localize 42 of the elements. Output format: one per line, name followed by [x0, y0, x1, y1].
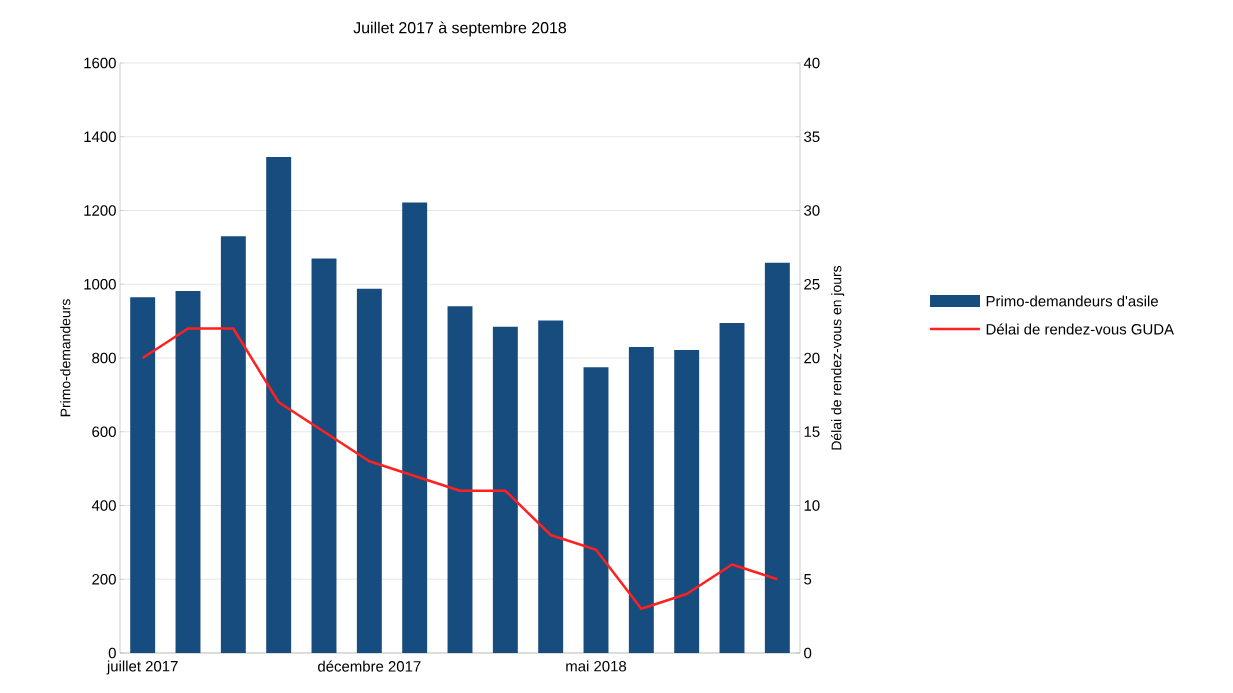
- y-tick-label: 200: [92, 573, 116, 585]
- y-axis-title: Primo-demandeurs: [60, 299, 71, 417]
- y-tick-label: 600: [92, 426, 116, 438]
- bar: [266, 157, 292, 653]
- bar: [628, 346, 654, 653]
- y2-tick-label: 25: [804, 278, 820, 290]
- y2-tick-label: 40: [803, 57, 820, 69]
- y2-tick-label: 15: [804, 426, 820, 437]
- line-series: [141, 327, 779, 610]
- chart-title: Juillet 2017 à septembre 2018: [353, 21, 567, 37]
- y2-tick-label: 30: [804, 205, 820, 216]
- bar: [402, 202, 428, 653]
- y-tick-label: 0: [108, 647, 116, 659]
- y2-tick-label: 10: [804, 500, 820, 511]
- bar: [175, 290, 201, 653]
- y-tick-label: 1600: [84, 57, 116, 69]
- y-tick-label: 1200: [84, 205, 116, 216]
- bar: [583, 367, 609, 653]
- y2-tick-label: 20: [804, 352, 820, 364]
- x-tick-label: décembre 2017: [318, 660, 421, 672]
- bar: [447, 306, 473, 653]
- y2-axis-title: Délai de rendez-vous en jours: [830, 265, 845, 450]
- x-tick-label: juillet 2017: [106, 660, 178, 675]
- y-tick-label: 1000: [84, 278, 116, 290]
- y2-tick-label: 5: [804, 574, 812, 585]
- bar: [311, 258, 337, 653]
- legend-label: Primo-demandeurs d'asile: [986, 295, 1158, 307]
- bar: [356, 288, 382, 653]
- y-tick-label: 800: [92, 352, 116, 364]
- legend-label: Délai de rendez-vous GUDA: [986, 323, 1175, 335]
- y2-tick-label: 35: [804, 131, 820, 143]
- bar: [220, 236, 246, 653]
- bar: [674, 349, 700, 653]
- x-tick-label: mai 2018: [566, 660, 627, 672]
- bar: [764, 262, 790, 653]
- bar: [538, 320, 564, 653]
- y-tick-label: 400: [91, 500, 116, 511]
- bar: [719, 322, 745, 653]
- y-tick-label: 1400: [84, 131, 116, 143]
- bar: [130, 297, 156, 653]
- y2-tick-label: 0: [804, 647, 812, 659]
- bar: [492, 326, 518, 653]
